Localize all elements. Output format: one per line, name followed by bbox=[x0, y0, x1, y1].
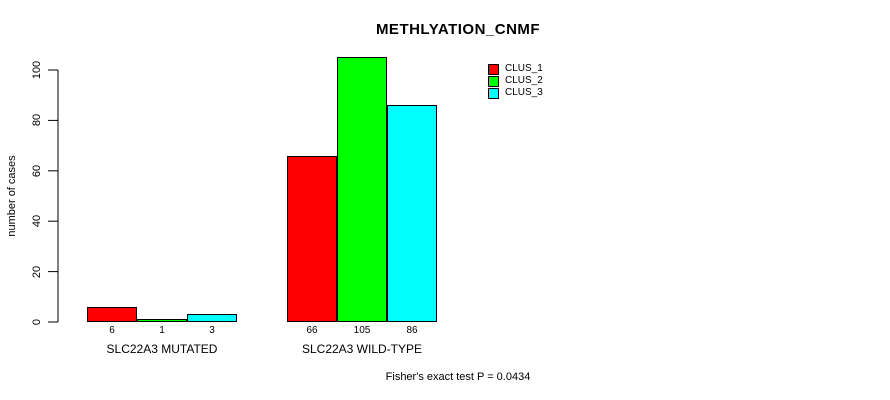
group-label-1: SLC22A3 MUTATED bbox=[106, 342, 218, 356]
group-label-2: SLC22A3 WILD-TYPE bbox=[301, 342, 423, 356]
bar-clus_3-group1 bbox=[187, 314, 237, 322]
y-tick-label: 40 bbox=[31, 215, 43, 228]
bar-clus_3-group2 bbox=[387, 105, 437, 322]
y-tick-label: 100 bbox=[31, 60, 43, 80]
cyan-square-swatch bbox=[488, 87, 499, 99]
bar-value-label: 86 bbox=[406, 325, 418, 336]
legend-label: CLUS_3 bbox=[505, 87, 543, 98]
y-tick-label: 20 bbox=[31, 265, 43, 278]
legend-label: CLUS_2 bbox=[505, 75, 543, 86]
y-tick-label: 60 bbox=[31, 164, 43, 177]
legend-item: CLUS_1 bbox=[488, 63, 543, 75]
bar-value-label: 1 bbox=[159, 325, 165, 336]
bar-value-label: 6 bbox=[109, 325, 115, 336]
legend: CLUS_1 CLUS_2 CLUS_3 bbox=[488, 63, 543, 99]
bar-value-label: 3 bbox=[209, 325, 215, 336]
bar-clus_1-group2 bbox=[287, 156, 337, 322]
bar-clus_1-group1 bbox=[87, 307, 137, 322]
red-square-swatch bbox=[488, 63, 499, 75]
legend-item: CLUS_3 bbox=[488, 87, 543, 99]
bar-clus_2-group2 bbox=[337, 57, 387, 322]
green-square-swatch bbox=[488, 75, 499, 87]
y-tick-label: 80 bbox=[31, 114, 43, 127]
legend-item: CLUS_2 bbox=[488, 75, 543, 87]
bar-value-label: 105 bbox=[353, 325, 371, 336]
bar-clus_2-group1 bbox=[137, 319, 187, 322]
fisher-test-annotation: Fisher's exact test P = 0.0434 bbox=[385, 371, 531, 383]
y-axis-label: number of cases bbox=[6, 155, 18, 237]
bar-value-label: 66 bbox=[306, 325, 318, 336]
chart-title: METHLYATION_CNMF bbox=[375, 21, 541, 38]
y-tick-label: 0 bbox=[31, 318, 43, 326]
legend-label: CLUS_1 bbox=[505, 63, 543, 74]
